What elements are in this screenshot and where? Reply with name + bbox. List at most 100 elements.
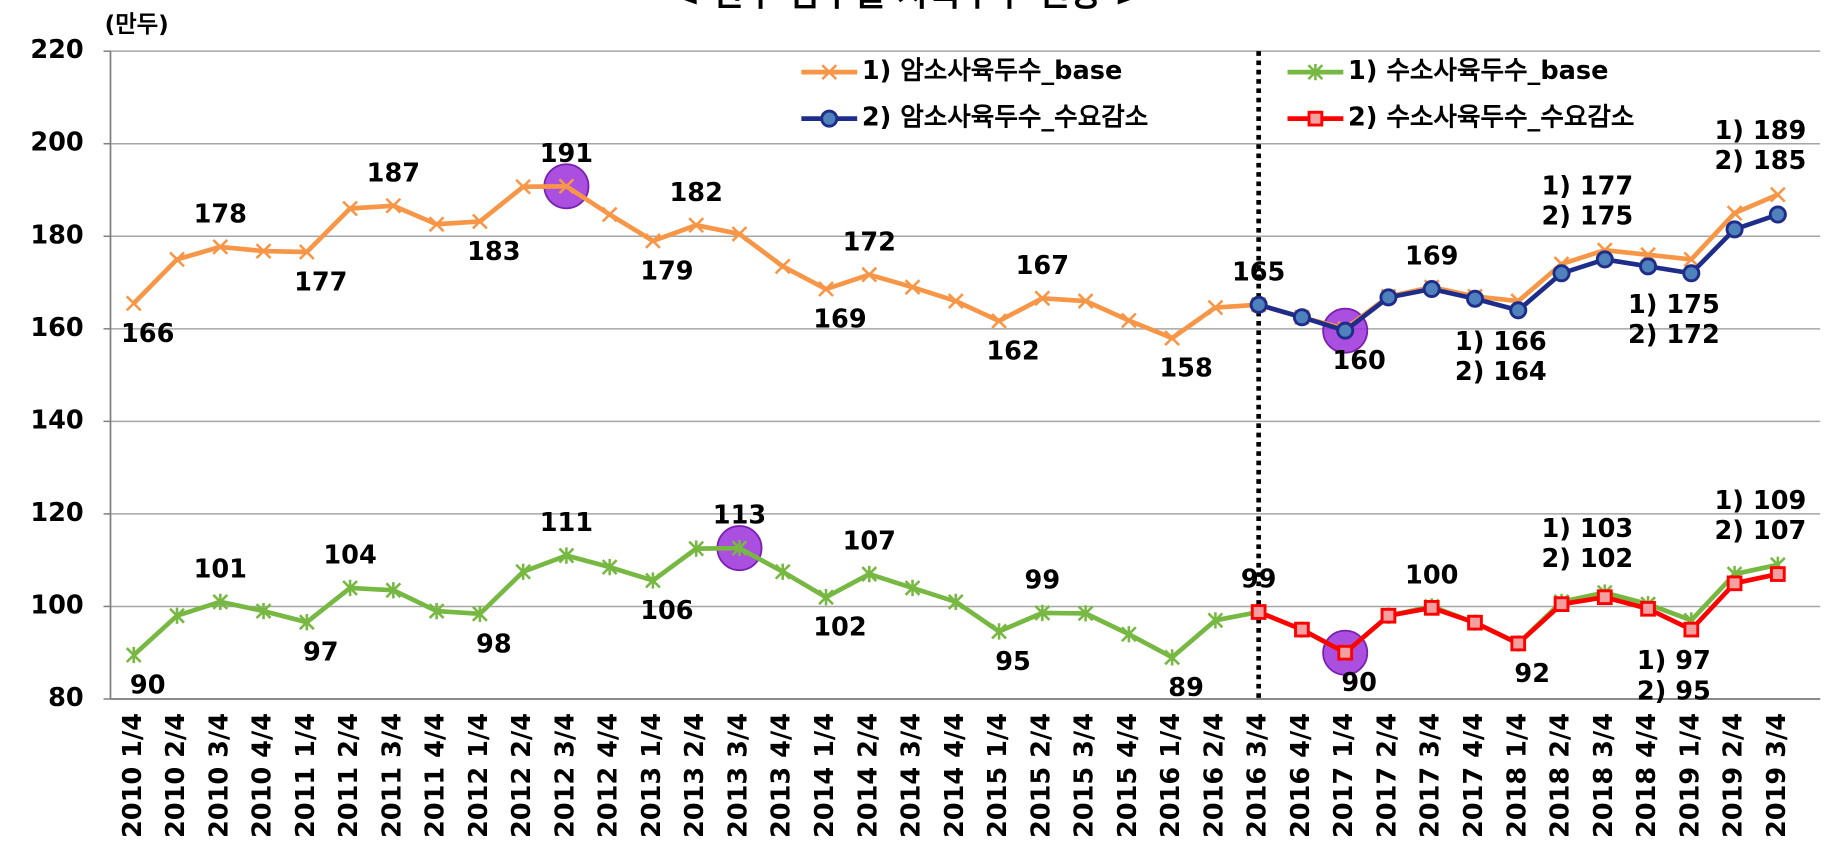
marker bbox=[1338, 323, 1353, 338]
legend-label: 1) 수소사육두수_base bbox=[1348, 56, 1609, 86]
data-label: 167 bbox=[1016, 251, 1069, 281]
marker bbox=[1597, 252, 1612, 267]
data-label: 90 bbox=[1341, 668, 1377, 698]
data-label: 98 bbox=[476, 629, 512, 659]
marker bbox=[1467, 291, 1482, 306]
marker bbox=[1296, 623, 1309, 636]
data-label: 2) 102 bbox=[1541, 544, 1633, 574]
marker bbox=[1381, 290, 1396, 305]
data-label: 1) 177 bbox=[1541, 171, 1633, 201]
y-tick-label: 180 bbox=[30, 220, 83, 250]
x-tick-label: 2016 2/4 bbox=[1199, 713, 1229, 838]
x-tick-label: 2017 4/4 bbox=[1459, 713, 1489, 838]
x-tick-label: 2019 2/4 bbox=[1719, 713, 1749, 838]
marker bbox=[1642, 602, 1655, 615]
legend-marker bbox=[1309, 112, 1322, 125]
data-label: 191 bbox=[540, 139, 593, 169]
marker bbox=[1770, 207, 1785, 222]
x-tick-label: 2017 3/4 bbox=[1416, 713, 1446, 838]
chart: < 한우 암수별 사육두수 전망 > (만두) 80 100 120 140 160 18… bbox=[0, 0, 1826, 863]
data-label: 2) 164 bbox=[1455, 357, 1547, 387]
data-label: 166 bbox=[121, 319, 174, 349]
data-label: 158 bbox=[1159, 353, 1212, 383]
x-tick-label: 2010 2/4 bbox=[161, 713, 191, 838]
x-tick-label: 2012 1/4 bbox=[464, 713, 494, 838]
x-tick-label: 2011 1/4 bbox=[291, 713, 321, 838]
x-tick-label: 2013 4/4 bbox=[767, 713, 797, 838]
data-label: 113 bbox=[713, 501, 766, 531]
x-tick-label: 2014 2/4 bbox=[853, 713, 883, 838]
legend-label: 2) 암소사육두수_수요감소 bbox=[862, 103, 1148, 133]
marker bbox=[1727, 222, 1742, 237]
y-unit: (만두) bbox=[105, 11, 169, 38]
data-label: 111 bbox=[540, 508, 593, 538]
x-tick-label: 2011 2/4 bbox=[334, 713, 364, 838]
x-tick-label: 2013 3/4 bbox=[723, 713, 753, 838]
marker bbox=[1469, 616, 1482, 629]
marker bbox=[1511, 303, 1526, 318]
x-tick-label: 2010 4/4 bbox=[248, 713, 278, 838]
x-tick-label: 2017 2/4 bbox=[1372, 713, 1402, 838]
data-label: 92 bbox=[1514, 659, 1550, 689]
x-tick-label: 2015 2/4 bbox=[1026, 713, 1056, 838]
x-tick-label: 2014 4/4 bbox=[940, 713, 970, 838]
data-label: 1) 166 bbox=[1455, 327, 1547, 357]
data-label: 2) 172 bbox=[1628, 320, 1720, 350]
x-tick-label: 2010 1/4 bbox=[118, 713, 148, 838]
data-label: 177 bbox=[294, 267, 347, 297]
data-label: 97 bbox=[303, 638, 339, 668]
y-tick-label: 140 bbox=[30, 405, 83, 435]
marker bbox=[1339, 646, 1352, 659]
data-label: 1) 109 bbox=[1715, 486, 1807, 516]
data-label: 169 bbox=[813, 304, 866, 334]
marker bbox=[1554, 266, 1569, 281]
x-tick-label: 2015 3/4 bbox=[1070, 713, 1100, 838]
marker bbox=[1640, 259, 1655, 274]
marker bbox=[1512, 637, 1525, 650]
x-tick-label: 2012 4/4 bbox=[594, 713, 624, 838]
data-label: 179 bbox=[640, 256, 693, 286]
page: {"chart_data": { "type": "line", "title"… bbox=[0, 0, 1826, 863]
data-label: 102 bbox=[813, 613, 866, 643]
marker bbox=[1251, 297, 1266, 312]
x-tick-label: 2013 2/4 bbox=[680, 713, 710, 838]
data-label: 95 bbox=[995, 647, 1031, 677]
legend-label: 2) 수소사육두수_수요감소 bbox=[1348, 103, 1635, 133]
y-tick-label: 80 bbox=[48, 683, 84, 713]
x-tick-label: 2017 1/4 bbox=[1329, 713, 1359, 838]
data-label: 104 bbox=[323, 541, 376, 571]
marker bbox=[1555, 598, 1568, 611]
x-tick-label: 2016 4/4 bbox=[1286, 713, 1316, 838]
y-tick-label: 200 bbox=[30, 128, 83, 158]
data-label: 2) 107 bbox=[1715, 516, 1807, 546]
x-tick-label: 2012 3/4 bbox=[550, 713, 580, 838]
data-label: 89 bbox=[1168, 673, 1204, 703]
data-label: 100 bbox=[1405, 560, 1458, 590]
marker bbox=[1382, 609, 1395, 622]
data-label: 178 bbox=[194, 200, 247, 230]
x-tick-label: 2018 2/4 bbox=[1546, 713, 1576, 838]
x-tick-label: 2018 1/4 bbox=[1502, 713, 1532, 838]
y-tick-label: 160 bbox=[30, 313, 83, 343]
chart-title: < 한우 암수별 사육두수 전망 > bbox=[671, 0, 1143, 14]
data-label: 1) 189 bbox=[1715, 116, 1807, 146]
x-tick-label: 2014 3/4 bbox=[897, 713, 927, 838]
y-tick-label: 220 bbox=[30, 35, 83, 65]
x-tick-label: 2015 1/4 bbox=[983, 713, 1013, 838]
marker bbox=[1252, 606, 1265, 619]
data-label: 107 bbox=[843, 527, 896, 557]
data-label: 99 bbox=[1025, 566, 1061, 596]
data-label: 183 bbox=[467, 237, 520, 267]
legend-marker bbox=[822, 111, 837, 126]
marker bbox=[1685, 623, 1698, 636]
x-tick-label: 2015 4/4 bbox=[1113, 713, 1143, 838]
data-label: 1) 175 bbox=[1628, 290, 1720, 320]
y-tick-label: 120 bbox=[30, 498, 83, 528]
data-label: 2) 185 bbox=[1715, 146, 1807, 176]
data-label: 1) 97 bbox=[1637, 646, 1711, 676]
marker bbox=[1598, 591, 1611, 604]
x-tick-label: 2013 1/4 bbox=[637, 713, 667, 838]
data-label: 165 bbox=[1232, 257, 1285, 287]
marker bbox=[1294, 310, 1309, 325]
data-label: 172 bbox=[843, 227, 896, 257]
